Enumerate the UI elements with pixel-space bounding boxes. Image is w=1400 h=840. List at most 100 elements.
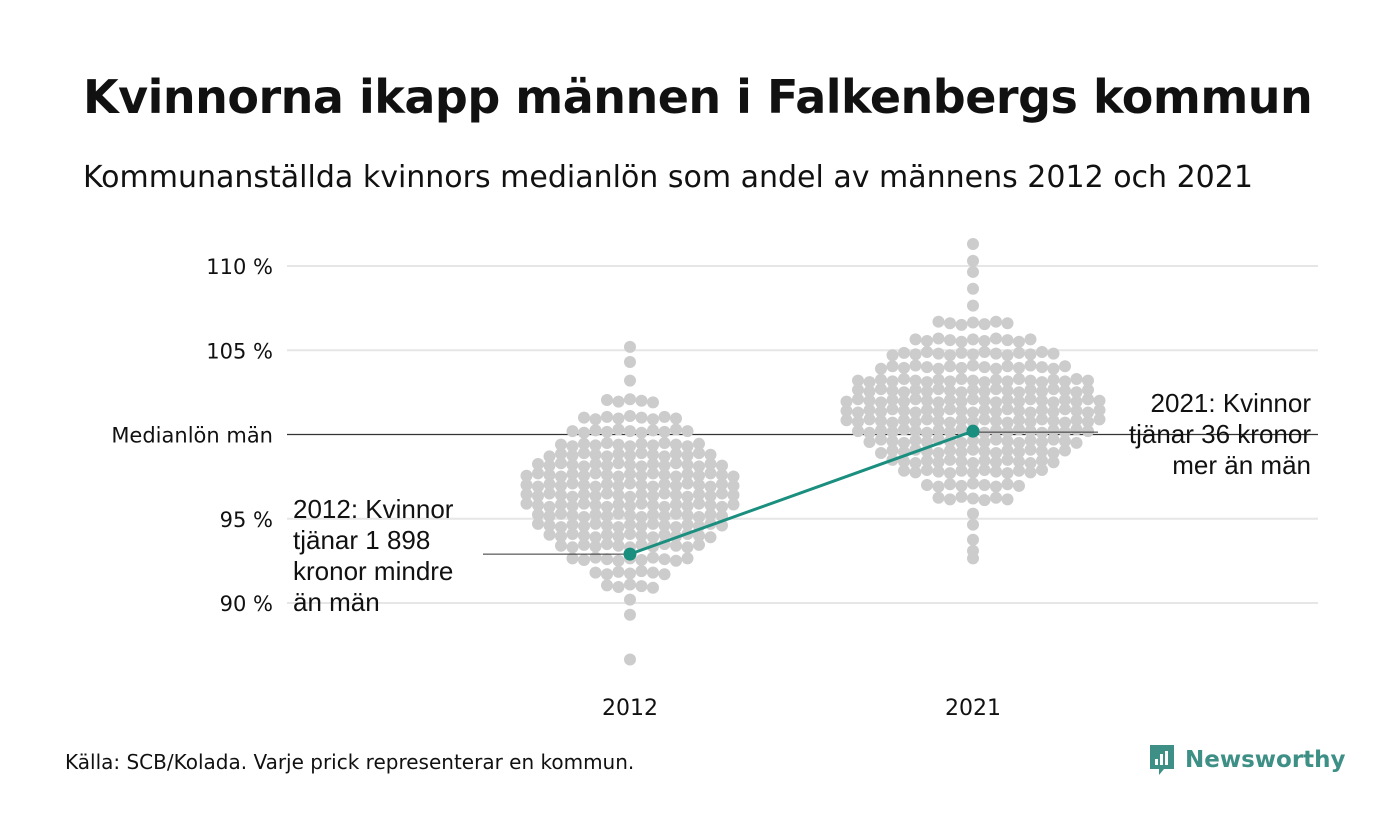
y-tick-label: Medianlön män [111,424,273,448]
municipality-dot [1082,383,1094,396]
municipality-dot [967,374,979,387]
municipality-dot [1024,406,1037,419]
municipality-dot [990,456,1002,469]
municipality-dot [681,468,694,481]
municipality-dot [543,478,556,491]
municipality-dot [944,425,956,438]
municipality-dot [955,455,968,468]
municipality-dot [863,376,876,389]
municipality-dot [601,579,613,592]
municipality-dot [932,415,945,428]
municipality-dot [955,335,968,348]
municipality-dot [944,467,956,480]
municipality-dot [967,238,979,251]
municipality-dot [932,373,945,386]
municipality-dot [578,460,590,473]
municipality-dot [693,497,705,510]
municipality-dot [944,453,956,466]
municipality-dot [932,405,945,418]
municipality-dot [944,375,956,388]
municipality-dot [978,463,991,476]
municipality-dot [852,415,864,428]
municipality-dot [670,498,682,511]
municipality-dot [1013,372,1025,385]
municipality-dot [612,438,625,451]
municipality-dot [624,528,636,540]
municipality-dot [693,460,705,473]
municipality-dot [555,479,567,492]
municipality-dot [932,456,945,469]
municipality-dots [520,238,1106,666]
municipality-dot [589,467,602,480]
municipality-dot [624,477,636,490]
municipality-dot [852,374,864,387]
municipality-dot [967,406,979,419]
municipality-dot [670,412,682,425]
municipality-dot [612,507,625,520]
municipality-dot [612,539,625,552]
municipality-dot [909,434,922,447]
municipality-dot [944,403,956,416]
municipality-dot [670,521,682,534]
municipality-dot [1047,446,1060,459]
municipality-dot [693,529,705,542]
municipality-dot [578,437,590,450]
municipality-dot [909,457,922,470]
municipality-dot [955,361,968,374]
municipality-dot [909,466,922,479]
municipality-dot [658,450,671,463]
municipality-dot [944,317,956,330]
municipality-dot [612,554,625,567]
annotation-leaders [483,431,1098,555]
municipality-dot [555,489,567,502]
municipality-dot [944,478,956,491]
municipality-dot [990,405,1002,418]
municipality-dot [681,440,694,453]
municipality-dot [863,426,876,439]
municipality-dot [1013,386,1025,399]
municipality-dot [532,517,544,530]
municipality-dot [635,426,648,439]
municipality-dot [932,332,945,345]
municipality-dot [624,500,636,513]
municipality-dot [932,465,945,478]
municipality-dot [886,360,899,373]
municipality-dot [1001,334,1014,347]
municipality-dot [840,414,853,427]
municipality-dot [990,433,1002,446]
municipality-dot [967,533,979,546]
y-axis-labels: 110 % 105 % Medianlön män 95 % 90 % [111,255,273,616]
municipality-dot [566,449,579,462]
municipality-dot [1059,384,1071,397]
municipality-dot [1070,386,1083,399]
municipality-dot [1001,453,1014,466]
municipality-dot [578,538,590,551]
municipality-dot [955,404,968,417]
municipality-dot [589,551,602,564]
municipality-dot [978,404,991,417]
municipality-dot [1001,384,1014,397]
municipality-dot [693,510,705,523]
municipality-dot [601,450,613,463]
municipality-dot [875,446,887,459]
municipality-dot [955,395,968,408]
municipality-dot [898,464,910,477]
municipality-dot [921,426,933,439]
brand-name: Newsworthy [1185,747,1346,773]
municipality-dot [978,376,991,389]
newsworthy-logo[interactable]: Newsworthy [1147,742,1346,778]
municipality-dot [1059,403,1071,416]
municipality-dot [909,393,922,406]
municipality-dot [978,385,991,398]
municipality-dot [944,349,956,362]
municipality-dot [612,395,625,408]
municipality-dot [967,383,979,396]
municipality-dot [693,479,705,492]
municipality-dot [898,361,910,374]
municipality-dot [578,553,590,566]
municipality-dot [693,538,705,551]
municipality-dot [1024,425,1037,438]
municipality-dot [1024,333,1037,346]
municipality-dot [898,436,910,449]
municipality-dot [635,437,648,450]
